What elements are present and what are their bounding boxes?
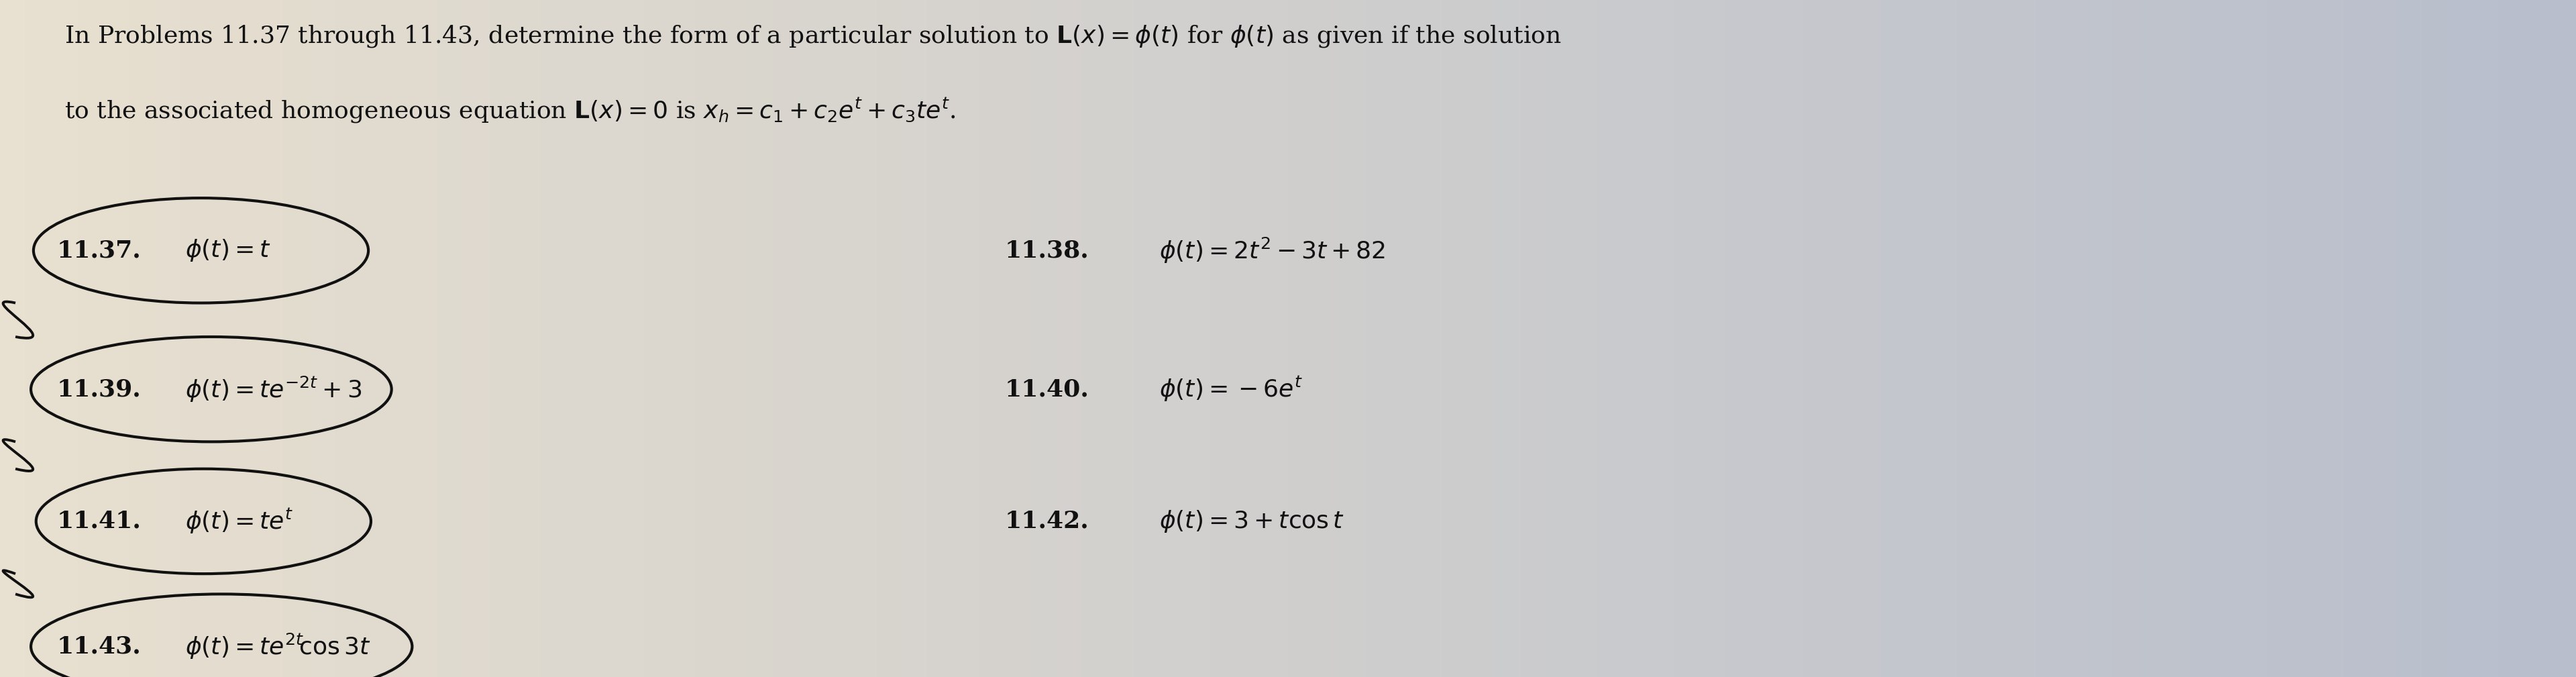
Text: 11.39.: 11.39. xyxy=(57,378,142,401)
Text: 11.38.: 11.38. xyxy=(1005,239,1090,262)
Text: $\phi(t) = te^t$: $\phi(t) = te^t$ xyxy=(185,507,294,536)
Text: $\phi(t) = 3 + t\cos t$: $\phi(t) = 3 + t\cos t$ xyxy=(1159,508,1345,534)
Text: $\phi(t) = t$: $\phi(t) = t$ xyxy=(185,238,270,263)
Text: 11.40.: 11.40. xyxy=(1005,378,1090,401)
Text: $\phi(t) = te^{2t}\!\cos 3t$: $\phi(t) = te^{2t}\!\cos 3t$ xyxy=(185,632,371,661)
Text: 11.43.: 11.43. xyxy=(57,635,142,658)
Text: to the associated homogeneous equation $\mathbf{L}(x) = 0$ is $x_h = c_1 + c_2e^: to the associated homogeneous equation $… xyxy=(64,96,956,125)
Text: 11.42.: 11.42. xyxy=(1005,510,1090,533)
Text: $\phi(t) = 2t^2 - 3t + 82$: $\phi(t) = 2t^2 - 3t + 82$ xyxy=(1159,236,1386,265)
Text: $\phi(t) = -6e^t$: $\phi(t) = -6e^t$ xyxy=(1159,375,1303,403)
Text: 11.37.: 11.37. xyxy=(57,239,142,262)
Text: In Problems 11.37 through 11.43, determine the form of a particular solution to : In Problems 11.37 through 11.43, determi… xyxy=(64,24,1561,49)
Text: 11.41.: 11.41. xyxy=(57,510,142,533)
Text: $\phi(t) = te^{-2t} + 3$: $\phi(t) = te^{-2t} + 3$ xyxy=(185,375,363,403)
